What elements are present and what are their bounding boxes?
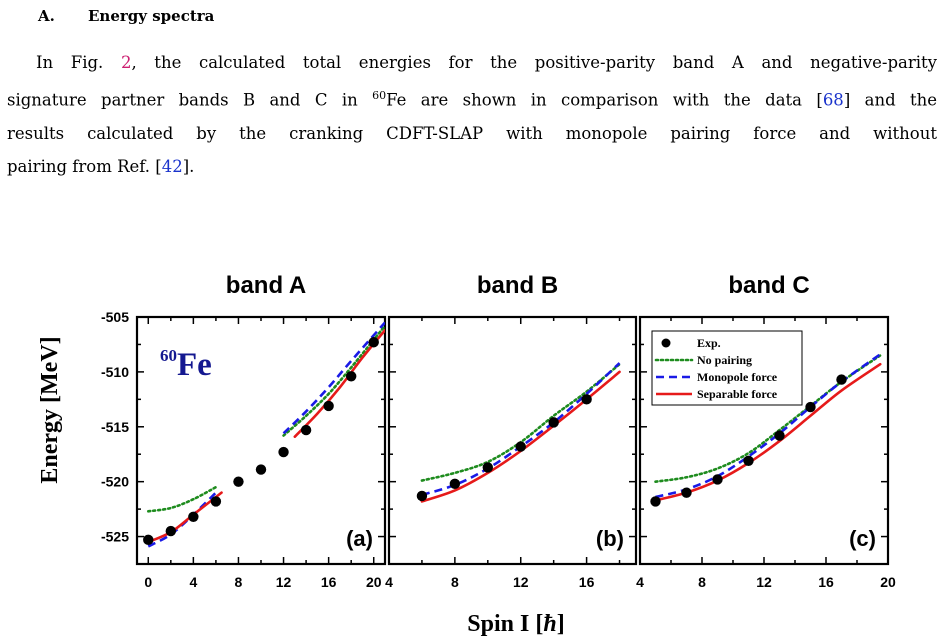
x-axis-label: Spin I [ħ]: [467, 611, 564, 637]
x-tick-label: 12: [513, 574, 529, 590]
exp-data-point: [416, 490, 428, 502]
legend: Exp. No pairing Monopole force Separable fo…: [651, 330, 803, 406]
exp-data-point: [681, 487, 692, 498]
y-tick-label: -505: [101, 309, 129, 325]
section-title: Energy spectra: [88, 7, 215, 25]
x-tick-label: 4: [385, 574, 393, 590]
x-tick-label: 8: [698, 574, 706, 590]
series-line-monopole-force: [655, 353, 882, 499]
exp-data-point: [449, 478, 461, 490]
series-line-separable-force: [146, 491, 223, 544]
legend-box: [651, 330, 803, 406]
panel-label: (c): [849, 526, 876, 551]
y-axis-label: Energy [MeV]: [37, 336, 63, 483]
legend-marker: [661, 338, 671, 348]
legend-label: Exp.: [697, 336, 721, 350]
energy-spectra-figure: band A0 4 8 12 16 20-505-510-515-520-525 (a)ba…: [37, 272, 896, 637]
y-tick-label: -525: [101, 529, 129, 545]
text-run: signature partner bands B and C in: [7, 90, 373, 110]
y-tick-label: -510: [101, 364, 129, 380]
exp-data-point: [278, 446, 289, 458]
exp-data-point: [368, 337, 379, 348]
x-tick-label: 12: [276, 574, 292, 590]
text-run: In Fig.: [36, 53, 121, 72]
paragraph-line-4: pairing from Ref. [42].: [7, 150, 937, 183]
figure-panels: band A0 4 8 12 16 20-505-510-515-520-525 (a)ba…: [101, 272, 896, 590]
exp-data-point: [743, 455, 754, 467]
series-line-separable-force: [293, 328, 385, 438]
series-line-no-pairing: [420, 362, 621, 482]
figure-link[interactable]: 2: [120, 53, 132, 72]
panel-label: (b): [596, 526, 624, 551]
exp-data-point: [774, 430, 785, 441]
nucleus-label: 60Fe: [160, 346, 212, 383]
panel-title: band A: [226, 272, 306, 299]
exp-data-point: [650, 496, 661, 507]
legend-label: No pairing: [697, 353, 752, 367]
exp-data-point: [345, 371, 357, 382]
citation-link[interactable]: 42: [161, 156, 183, 176]
text-run: pairing from Ref. [: [7, 156, 162, 176]
series-line-no-pairing: [282, 324, 385, 437]
section-heading: A. Energy spectra: [38, 7, 214, 25]
x-tick-label: 16: [818, 574, 834, 590]
exp-data-point: [210, 496, 222, 507]
exp-data-point: [805, 401, 816, 413]
paragraph-line-2: signature partner bands B and C in 60Fe …: [7, 79, 937, 117]
isotope-superscript: 60: [372, 89, 387, 102]
exp-data-point: [581, 394, 592, 405]
exp-data-point: [323, 400, 334, 412]
panel-2: band B 4 8 12 16 (b): [385, 272, 638, 590]
panel-title: band B: [477, 272, 558, 299]
exp-data-point: [143, 534, 154, 546]
paragraph-line-1: In Fig. 2, the calculated total energies…: [7, 46, 937, 79]
exp-data-point: [188, 511, 199, 522]
exp-data-point: [300, 424, 312, 436]
x-tick-label: 20: [366, 574, 382, 590]
text-run: ].: [182, 156, 195, 176]
x-tick-label: 4: [636, 574, 644, 590]
panel-label: (a): [346, 526, 373, 551]
legend-label: Monopole force: [697, 370, 778, 384]
y-tick-label: -515: [101, 419, 129, 435]
panel-3: band C 4 8 12 16 20 (c): [636, 272, 896, 590]
panel-1: band A 0 4 8 12 16 20 -505 -510 -515 -520 -525 (a): [101, 272, 387, 590]
section-number: A.: [38, 7, 55, 25]
exp-data-point: [836, 374, 847, 385]
x-tick-label: 8: [235, 574, 243, 590]
text-run: ] and the: [843, 90, 938, 110]
exp-data-point: [233, 476, 244, 487]
x-tick-label: 0: [144, 574, 152, 590]
exp-data-point: [548, 417, 559, 428]
paragraph-line-3: results calculated by the cranking CDFT-…: [7, 123, 937, 143]
x-tick-label: 8: [451, 574, 459, 590]
exp-data-point: [515, 441, 526, 452]
legend-label: Separable force: [697, 387, 778, 401]
x-tick-label: 16: [321, 574, 337, 590]
x-tick-label: 20: [880, 574, 896, 590]
panel-frame: [387, 315, 638, 566]
exp-data-point: [255, 464, 267, 475]
exp-data-point: [712, 474, 723, 485]
text-run: , the calculated total energies for the …: [131, 53, 937, 72]
x-tick-label: 16: [579, 574, 595, 590]
x-tick-label: 12: [756, 574, 772, 590]
panel-title: band C: [728, 272, 809, 299]
exp-data-point: [482, 462, 493, 473]
exp-data-point: [165, 525, 177, 537]
text-run: Fe are shown in comparison with the data…: [386, 90, 823, 110]
x-tick-label: 4: [189, 574, 197, 590]
citation-link[interactable]: 68: [822, 90, 844, 110]
y-tick-label: -520: [101, 474, 129, 490]
body-paragraph: In Fig. 2, the calculated total energies…: [7, 46, 937, 183]
series-line-no-pairing: [146, 485, 218, 513]
